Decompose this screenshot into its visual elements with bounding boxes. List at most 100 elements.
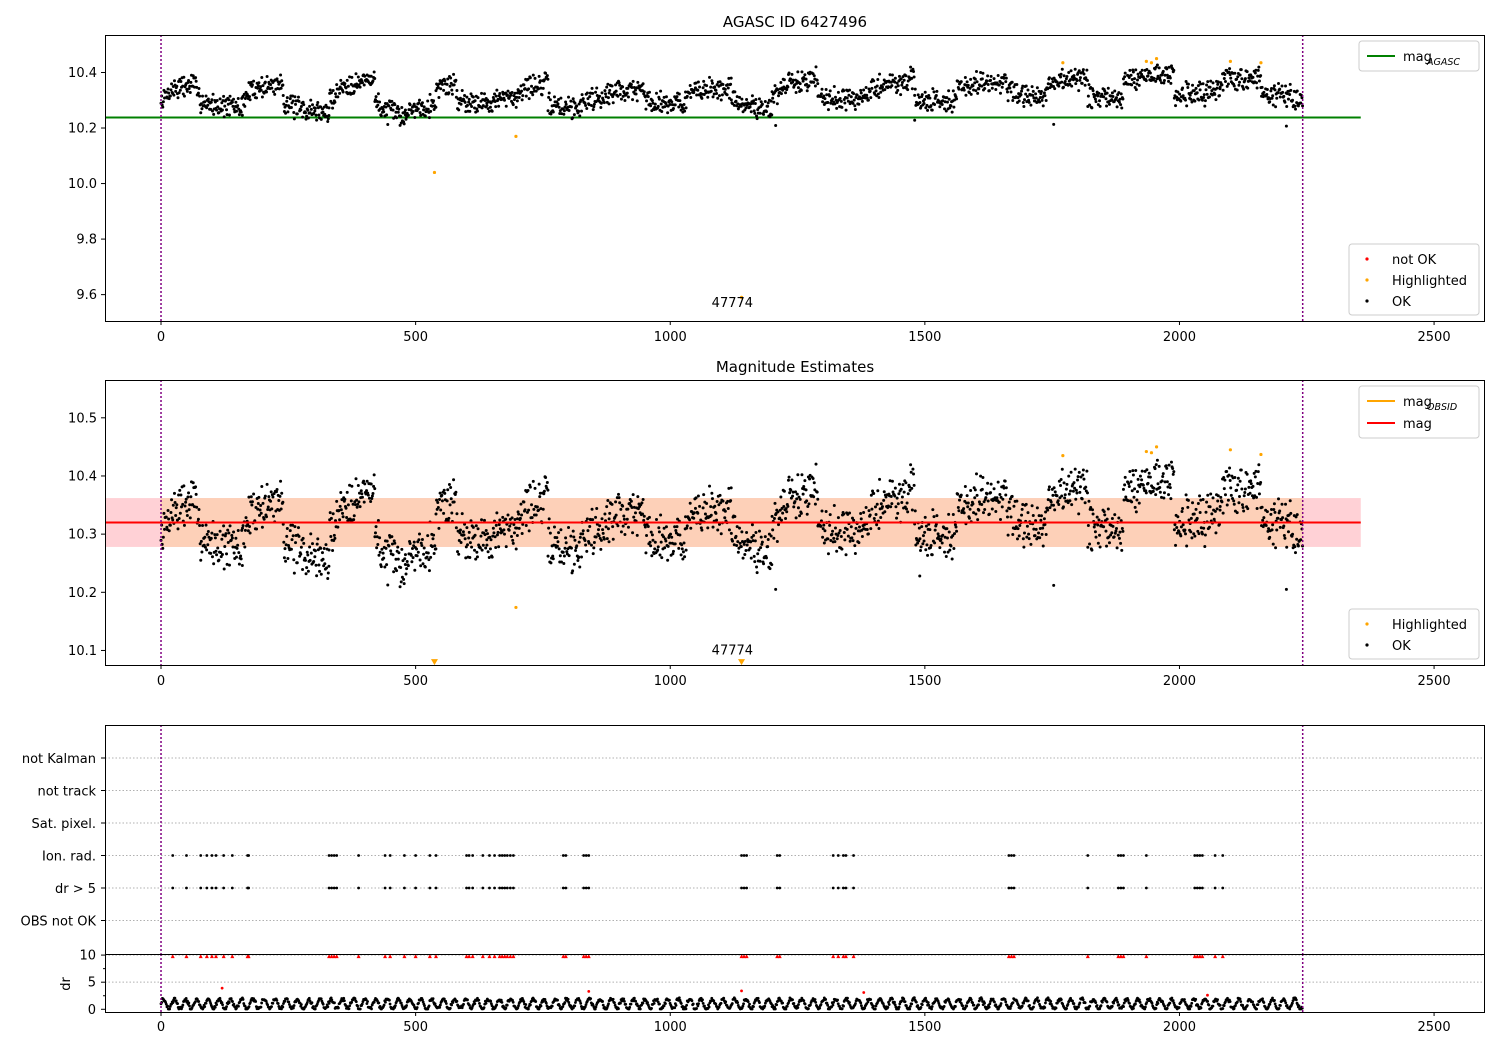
ok-point — [235, 546, 239, 550]
ok-point — [250, 500, 254, 504]
ok-point — [807, 84, 811, 88]
ok-point — [922, 539, 926, 543]
ok-point — [735, 525, 739, 529]
ok-point — [900, 83, 904, 87]
ok-point — [232, 530, 236, 534]
ok-point — [252, 492, 256, 496]
dr-ok-point — [569, 1004, 573, 1008]
highlighted-point — [739, 295, 744, 299]
ok-point — [766, 538, 770, 542]
ok-point — [921, 542, 925, 546]
ok-point — [226, 528, 230, 532]
ok-point — [1009, 90, 1013, 94]
ok-point — [772, 536, 776, 540]
ok-point — [1269, 86, 1273, 90]
ok-point — [577, 555, 581, 559]
ok-point — [825, 93, 829, 97]
ok-point — [186, 495, 190, 499]
ok-point — [225, 562, 229, 566]
ok-point — [381, 107, 385, 111]
ok-point — [1077, 512, 1081, 516]
ok-point — [1156, 482, 1160, 486]
ok-point — [530, 503, 534, 507]
ok-point — [343, 497, 347, 501]
panel-magnitude-estimates: Magnitude Estimates 47774 0 500 1000 1500 20… — [68, 358, 1485, 689]
ok-point — [987, 89, 991, 93]
ok-point — [693, 506, 697, 510]
ok-point — [1179, 534, 1183, 538]
ok-point — [1116, 533, 1120, 537]
ok-point — [743, 553, 747, 557]
dr-ok-point — [366, 1000, 369, 1003]
ok-point — [1257, 65, 1261, 69]
ok-point — [475, 109, 479, 113]
ok-point — [358, 85, 362, 89]
ok-point — [1080, 81, 1084, 85]
ok-point — [199, 102, 203, 106]
ok-point — [1053, 508, 1057, 512]
ok-point — [399, 566, 403, 570]
ok-point — [764, 556, 768, 560]
ok-point — [262, 91, 266, 95]
ok-point — [259, 511, 263, 515]
ok-point — [551, 557, 555, 561]
flag-point — [434, 854, 438, 857]
ok-point — [902, 78, 906, 82]
flag-point — [428, 886, 432, 890]
ok-point — [740, 97, 744, 101]
ok-point — [382, 556, 386, 560]
dr-ok-point — [574, 1001, 577, 1004]
ok-point — [527, 97, 531, 101]
ok-point — [199, 539, 203, 543]
flag-point — [844, 854, 848, 857]
ok-point — [1291, 532, 1295, 536]
ok-point — [1087, 83, 1091, 87]
ok-point — [306, 569, 310, 573]
ok-point — [206, 103, 210, 107]
ok-point — [1161, 475, 1165, 479]
legend-box — [1348, 608, 1480, 660]
ok-point — [1162, 491, 1166, 495]
ok-point — [658, 553, 662, 557]
ok-point — [319, 117, 323, 121]
legend-label: Highlighted — [1392, 618, 1467, 633]
ok-point — [709, 513, 713, 517]
dr-ok-point — [668, 998, 671, 1002]
ok-point — [826, 537, 830, 541]
ok-point — [520, 513, 524, 517]
ok-point — [500, 530, 504, 534]
ok-point — [875, 523, 879, 527]
ok-point — [266, 507, 270, 511]
ok-point — [1174, 104, 1178, 108]
dr-ok-point — [622, 997, 626, 1001]
ok-point — [711, 95, 715, 99]
ok-point — [378, 550, 382, 554]
ok-point — [236, 543, 240, 547]
ok-point — [1126, 499, 1130, 503]
ok-point — [729, 76, 733, 80]
ok-point — [918, 100, 922, 104]
ok-point — [1127, 484, 1131, 488]
ok-point — [735, 544, 739, 548]
ok-point — [685, 94, 689, 98]
ok-point — [490, 109, 494, 113]
ok-point — [376, 92, 380, 96]
ok-point — [1185, 544, 1189, 548]
ok-point — [749, 110, 753, 114]
ok-point — [919, 549, 923, 553]
ok-point — [727, 486, 731, 490]
ok-point — [833, 95, 837, 99]
ok-point — [947, 89, 951, 93]
ok-point — [420, 104, 424, 108]
ok-point — [862, 88, 866, 92]
ok-point — [946, 550, 950, 554]
ok-point — [452, 72, 456, 76]
ok-point — [280, 79, 284, 83]
dr-ok-point — [462, 1002, 465, 1006]
flag-point — [775, 854, 779, 857]
ok-point — [923, 97, 927, 101]
ok-point — [670, 535, 674, 539]
ok-point — [926, 553, 930, 557]
ok-point — [745, 543, 749, 547]
ok-point — [843, 538, 847, 542]
